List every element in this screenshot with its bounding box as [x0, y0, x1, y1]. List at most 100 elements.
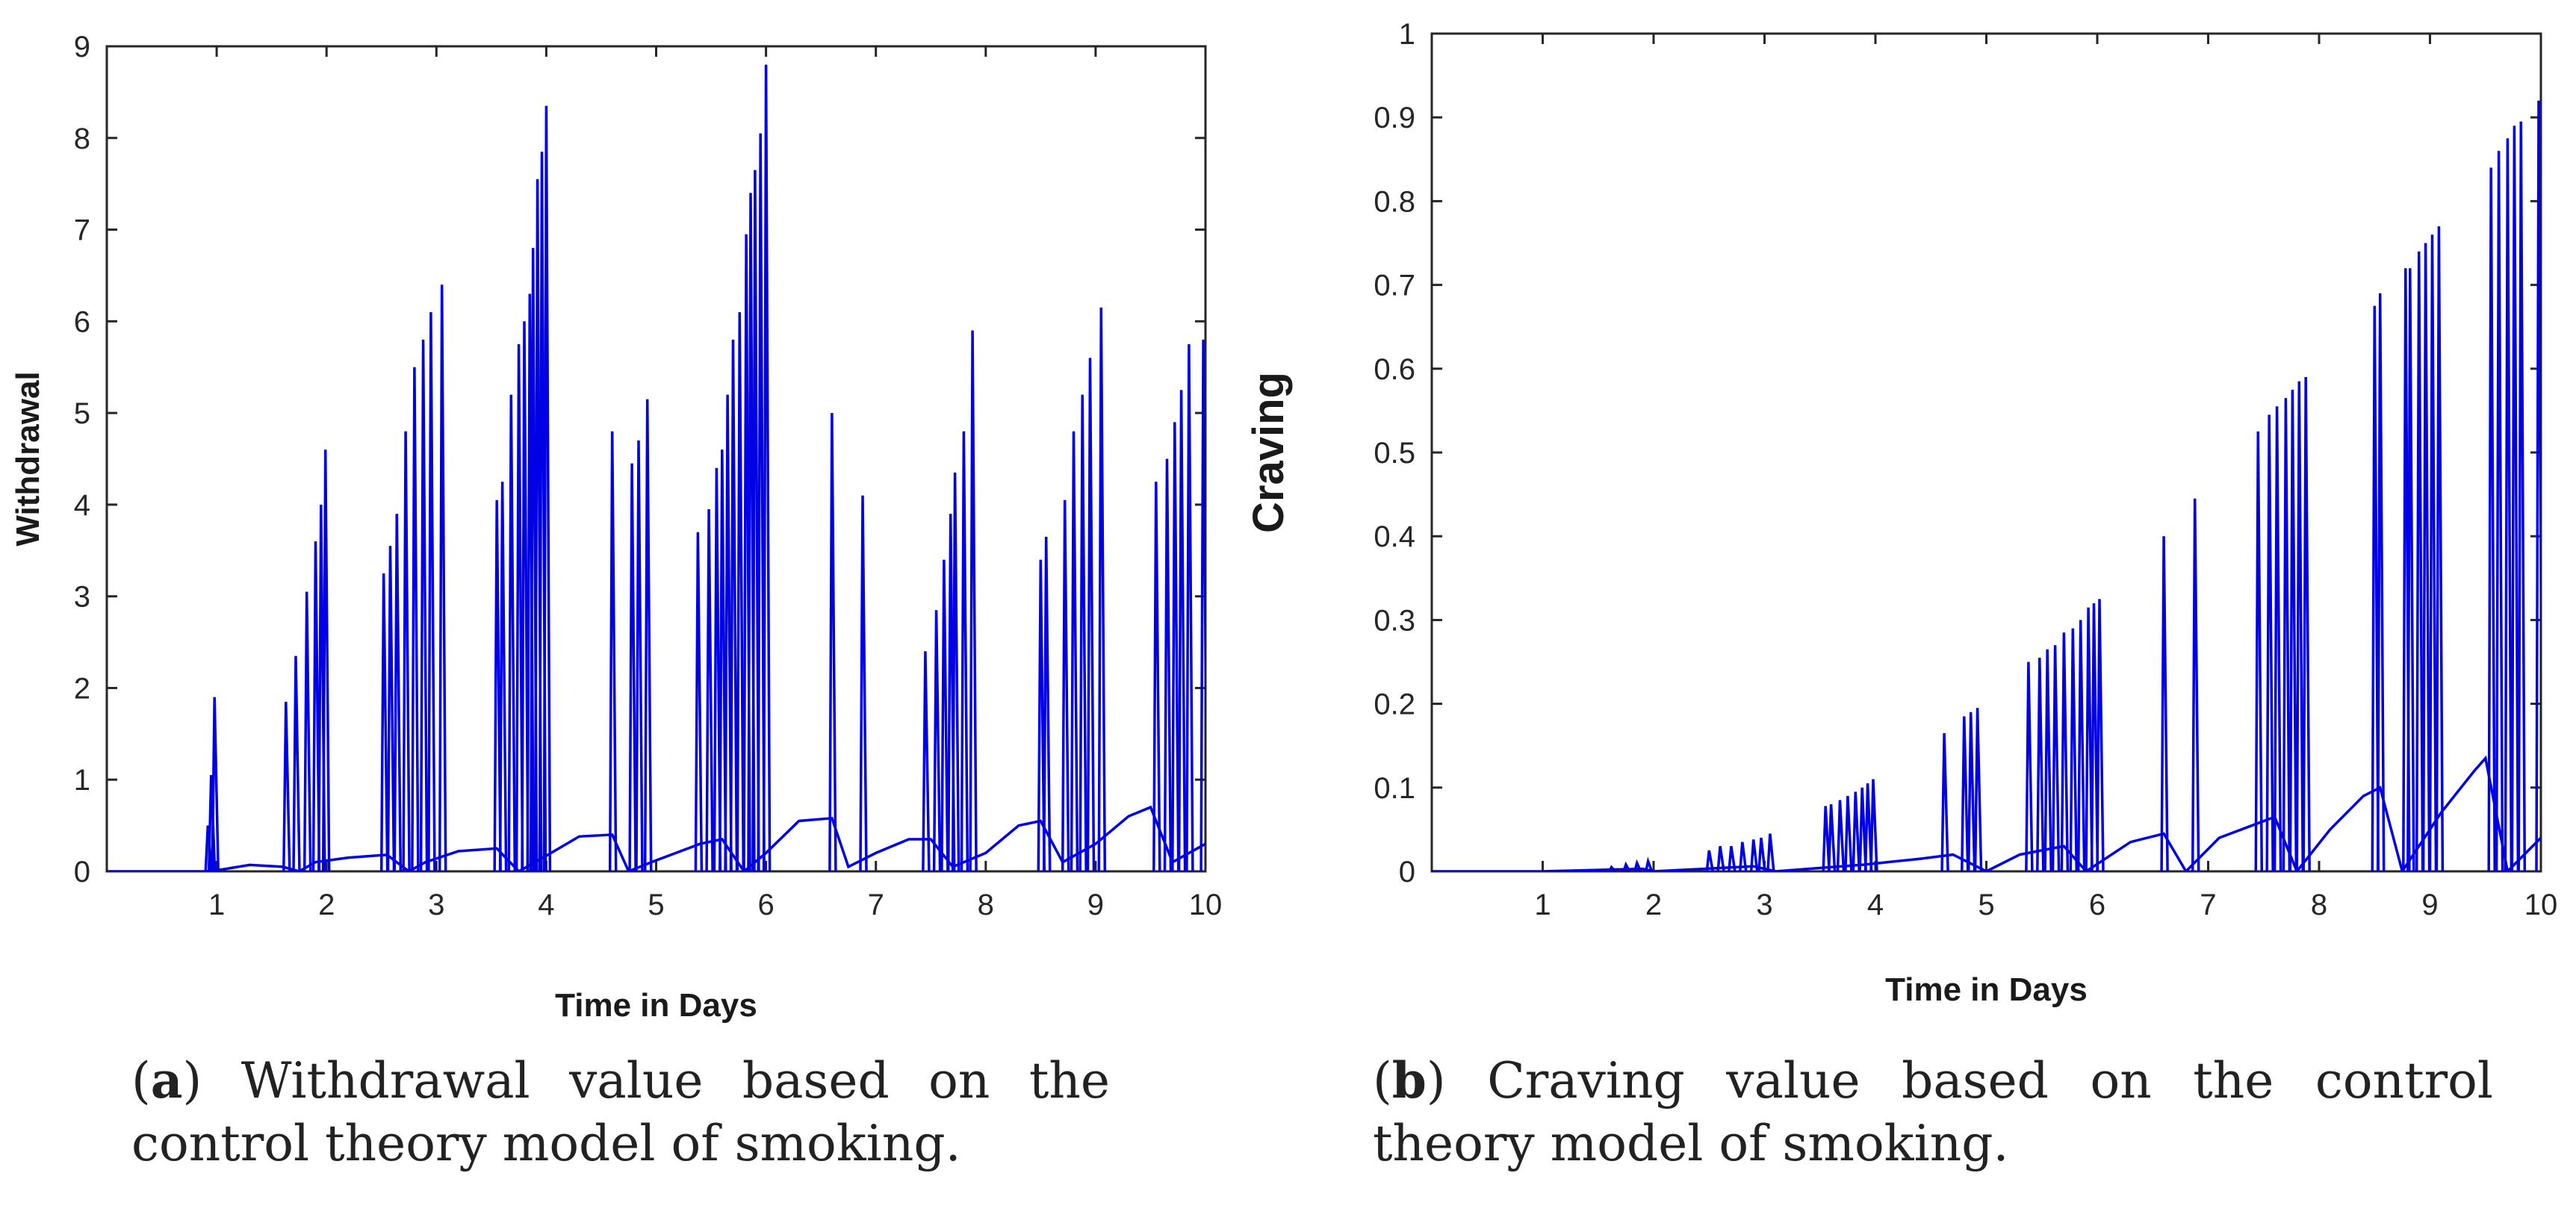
spike-b-52: [2504, 138, 2513, 871]
xtick-label-a-2: 3: [428, 889, 444, 921]
spike-b-46: [2415, 251, 2424, 871]
spike-a-31: [694, 532, 704, 871]
spike-b-3: [1644, 856, 1654, 871]
spike-b-40: [2295, 381, 2305, 871]
xtick-label-b-4: 5: [1978, 889, 1994, 921]
spike-a-9: [379, 573, 389, 871]
spike-b-0: [1608, 865, 1616, 871]
ytick-label-b-7: 0.7: [1374, 270, 1415, 302]
spike-a-55: [1070, 431, 1079, 871]
spike-b-54: [2517, 121, 2527, 871]
spike-a-41: [757, 133, 766, 871]
spike-a-64: [1199, 339, 1205, 871]
ytick-label-a-5: 5: [74, 397, 90, 430]
spike-a-3: [282, 701, 291, 871]
spike-b-36: [2265, 414, 2274, 871]
spike-a-16: [438, 284, 447, 871]
x-axis-label-b: Time in Days: [1885, 971, 2088, 1008]
spike-a-44: [859, 495, 868, 871]
spike-a-26: [542, 105, 552, 871]
spike-b-33: [2160, 536, 2169, 871]
spike-b-9: [1757, 837, 1766, 871]
spike-b-7: [1739, 841, 1748, 871]
spike-b-29: [2076, 620, 2086, 871]
spike-b-48: [2428, 234, 2438, 871]
ytick-label-b-2: 0.2: [1374, 688, 1415, 721]
xtick-label-b-6: 7: [2200, 889, 2216, 921]
ytick-label-b-5: 0.5: [1374, 437, 1415, 470]
spike-b-5: [1716, 846, 1725, 871]
spike-b-45: [2406, 268, 2415, 871]
panel-b-craving-chart: 0 0.1 0.2 0.3 0.4 0.5 0.6 0.7 0.8 0.9 1 1 2 3 4 5 6 7 8 9 10…: [1244, 18, 2557, 1008]
spike-a-36: [729, 339, 739, 871]
spike-b-17: [1863, 783, 1873, 871]
spike-a-61: [1171, 422, 1180, 871]
xtick-label-b-7: 8: [2311, 889, 2327, 921]
spike-b-30: [2085, 607, 2094, 871]
spike-b-55: [2535, 100, 2541, 871]
xtick-label-b-0: 1: [1534, 889, 1551, 921]
ytick-label-b-8: 0.8: [1374, 185, 1415, 218]
spike-a-46: [932, 610, 942, 871]
xtick-label-b-8: 9: [2421, 889, 2438, 921]
spike-b-43: [2376, 293, 2386, 871]
spike-b-47: [2421, 243, 2431, 871]
ytick-label-b-10: 1: [1399, 18, 1415, 51]
spike-a-45: [922, 651, 931, 871]
spike-a-42: [762, 64, 772, 871]
caption-b-text: Craving value based on the control theor…: [1373, 1052, 2493, 1172]
spike-b-24: [2036, 657, 2045, 871]
spike-a-33: [713, 467, 722, 871]
spike-b-12: [1827, 804, 1837, 871]
spike-b-34: [2191, 498, 2200, 871]
ytick-label-a-1: 1: [74, 764, 90, 797]
spike-b-53: [2510, 125, 2520, 871]
spike-a-6: [311, 541, 321, 871]
spike-a-2: [211, 697, 220, 871]
spike-a-10: [386, 546, 396, 871]
spike-b-49: [2435, 226, 2445, 871]
y-axis-label-b: Craving: [1244, 372, 1293, 533]
xtick-label-b-9: 10: [2524, 889, 2558, 921]
spike-a-30: [643, 399, 653, 871]
spike-a-51: [969, 330, 978, 871]
ytick-label-a-6: 6: [74, 305, 90, 338]
spike-b-32: [2096, 599, 2105, 871]
spike-a-17: [493, 500, 502, 871]
spike-b-23: [2025, 662, 2034, 871]
spike-b-22: [1973, 708, 1983, 871]
spike-a-54: [1061, 500, 1070, 871]
spike-a-8: [321, 449, 331, 871]
ytick-label-a-7: 7: [74, 214, 90, 247]
spike-b-1: [1622, 861, 1631, 871]
spike-b-50: [2487, 167, 2496, 871]
spike-b-11: [1822, 806, 1831, 871]
spike-a-28: [628, 463, 637, 871]
xtick-label-a-1: 2: [318, 889, 335, 921]
spike-b-51: [2495, 151, 2504, 871]
spike-a-43: [828, 413, 837, 871]
spike-a-13: [411, 367, 420, 871]
caption-a: (a) Withdrawal value based on the contro…: [131, 1051, 1110, 1172]
spike-a-58: [1097, 307, 1107, 871]
xtick-label-a-0: 1: [208, 889, 225, 921]
axes-frame-a: [105, 45, 1207, 873]
y-axis-label-a: Withdrawal: [10, 371, 46, 546]
xtick-label-a-5: 6: [757, 889, 774, 921]
xtick-label-a-6: 7: [868, 889, 884, 921]
spike-b-14: [1844, 795, 1853, 871]
xtick-label-a-7: 8: [978, 889, 994, 921]
xtick-label-b-5: 6: [2089, 889, 2105, 921]
spike-a-47: [940, 559, 949, 871]
spike-b-18: [1869, 779, 1878, 871]
ytick-label-a-4: 4: [74, 489, 90, 522]
xtick-label-a-3: 4: [538, 889, 554, 921]
ytick-label-b-0: 0: [1399, 856, 1415, 889]
spike-a-63: [1185, 343, 1194, 871]
spike-a-59: [1152, 482, 1161, 871]
spike-a-56: [1078, 394, 1087, 871]
spike-b-21: [1967, 712, 1976, 871]
spike-a-32: [705, 508, 714, 871]
caption-a-label: a: [150, 1051, 183, 1110]
